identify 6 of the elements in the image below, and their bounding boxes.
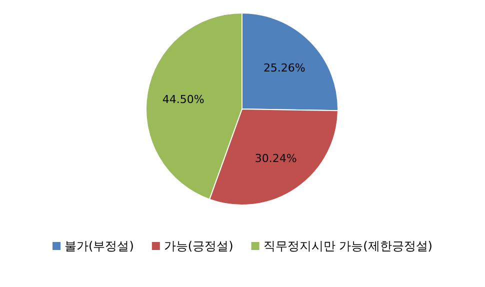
data-label: 25.26% bbox=[263, 61, 306, 74]
legend-label: 가능(긍정설) bbox=[164, 239, 234, 253]
legend-label: 직무정지시만 가능(제한긍정설) bbox=[263, 239, 432, 253]
data-label: 44.50% bbox=[162, 92, 204, 106]
legend-label: 불가(부정설) bbox=[64, 239, 134, 253]
data-label: 30.24% bbox=[254, 152, 297, 165]
